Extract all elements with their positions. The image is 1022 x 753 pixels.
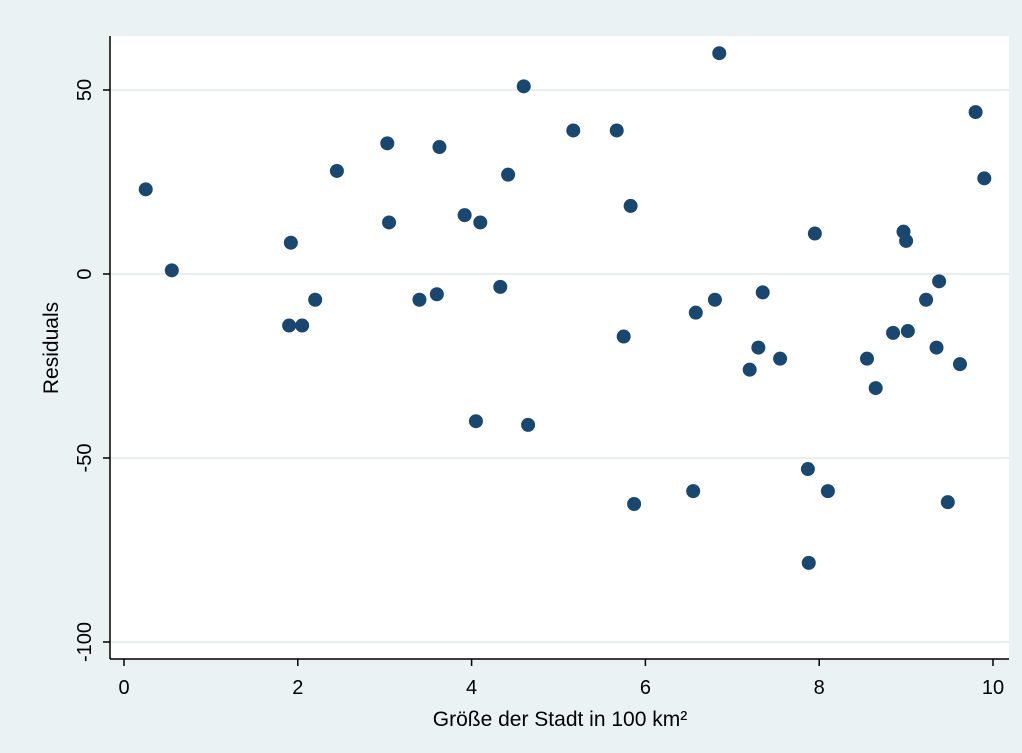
- data-point: [623, 198, 638, 213]
- data-point: [932, 274, 947, 289]
- data-point: [295, 318, 310, 333]
- data-point: [516, 79, 531, 94]
- data-point: [899, 233, 914, 248]
- data-point: [929, 340, 944, 355]
- data-point: [521, 417, 536, 432]
- data-point: [382, 215, 397, 230]
- data-point: [820, 484, 835, 499]
- data-point: [609, 123, 624, 138]
- data-point: [501, 167, 516, 182]
- data-point: [968, 105, 983, 120]
- data-point: [952, 357, 967, 372]
- data-point: [429, 287, 444, 302]
- data-point: [493, 279, 508, 294]
- data-point: [432, 140, 447, 155]
- data-point: [566, 123, 581, 138]
- data-point: [688, 305, 703, 320]
- data-point: [473, 215, 488, 230]
- data-point: [900, 324, 915, 339]
- data-point: [886, 325, 901, 340]
- plot-area: [110, 36, 1009, 658]
- x-tick-label: 8: [814, 677, 825, 699]
- data-point: [751, 340, 766, 355]
- data-point: [468, 414, 483, 429]
- x-tick-label: 6: [640, 677, 651, 699]
- data-point: [380, 136, 395, 151]
- data-point: [868, 381, 883, 396]
- data-point: [164, 263, 179, 278]
- data-point: [627, 497, 642, 511]
- data-point: [807, 226, 822, 241]
- data-point: [801, 555, 816, 570]
- data-point: [742, 362, 757, 377]
- data-points: [138, 46, 992, 570]
- data-point: [282, 318, 297, 333]
- y-axis-ticks: -100 -50 0 50: [74, 79, 110, 662]
- x-tick-label: 0: [118, 677, 129, 699]
- y-axis-title: Residuals: [40, 302, 63, 394]
- y-tick-label: -50: [74, 444, 96, 473]
- data-point: [800, 462, 815, 477]
- x-axis-title: Größe der Stadt in 100 km²: [433, 708, 687, 731]
- data-point: [859, 351, 874, 366]
- x-tick-label: 4: [466, 677, 477, 699]
- data-point: [773, 351, 788, 366]
- data-point: [707, 292, 722, 307]
- x-tick-label: 10: [982, 677, 1004, 699]
- data-point: [755, 285, 770, 300]
- data-point: [283, 235, 298, 250]
- x-tick-label: 2: [292, 677, 303, 699]
- x-axis-ticks: 0 2 4 6 8 10: [118, 659, 1004, 699]
- data-point: [712, 46, 727, 61]
- data-point: [616, 329, 631, 344]
- data-point: [457, 208, 472, 223]
- y-tick-label: 0: [74, 268, 96, 279]
- data-point: [308, 292, 323, 307]
- gridlines: [111, 89, 1009, 643]
- data-point: [686, 484, 701, 499]
- data-point: [919, 292, 934, 307]
- data-point: [940, 495, 955, 510]
- data-point: [329, 163, 344, 178]
- data-point: [138, 182, 153, 197]
- y-tick-label: -100: [74, 622, 96, 662]
- y-tick-label: 50: [74, 79, 96, 101]
- data-point: [977, 171, 992, 186]
- data-point: [412, 292, 427, 307]
